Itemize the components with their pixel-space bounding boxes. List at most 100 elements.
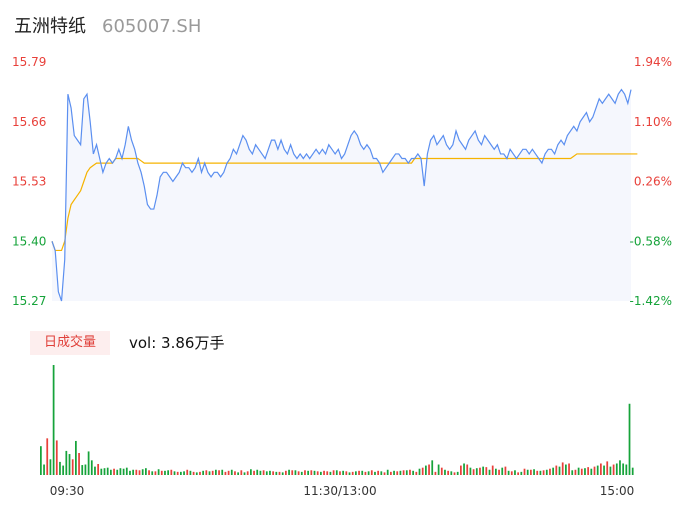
volume-bar: [246, 471, 249, 475]
volume-bar: [412, 470, 415, 475]
volume-bar: [167, 470, 170, 475]
volume-bar: [151, 471, 154, 475]
volume-bar: [52, 365, 55, 475]
volume-bar: [329, 471, 332, 475]
volume-bar: [530, 469, 532, 475]
volume-bar: [275, 471, 278, 475]
y-tick-label-right: -0.58%: [630, 234, 672, 248]
volume-bar: [428, 464, 430, 475]
volume-bar: [628, 403, 631, 475]
volume-bar: [510, 471, 513, 475]
volume-bar: [180, 471, 182, 475]
volume-bar: [100, 468, 103, 475]
volume-bar: [625, 464, 628, 475]
volume-bar: [313, 470, 316, 475]
volume-bar: [523, 468, 526, 475]
volume-bar: [351, 471, 354, 475]
volume-bar: [300, 471, 303, 475]
stock-header: 五洲特纸 605007.SH: [14, 12, 201, 40]
volume-bar: [555, 465, 558, 475]
volume-bar: [106, 467, 109, 475]
volume-bar: [393, 470, 395, 475]
volume-bar: [514, 470, 516, 475]
volume-bar: [243, 472, 246, 475]
volume-bar: [571, 470, 574, 475]
volume-bar: [224, 471, 227, 475]
volume-bar: [43, 464, 45, 475]
volume-bar: [218, 470, 220, 475]
volume-bar: [552, 467, 555, 475]
y-tick-label-left: 15.40: [12, 234, 46, 248]
volume-bar: [339, 471, 341, 475]
volume-bar: [565, 464, 567, 475]
volume-bar: [472, 469, 475, 475]
average-price-line: [51, 153, 638, 252]
volume-bar: [437, 464, 440, 475]
volume-bar: [434, 471, 437, 475]
volume-bar: [90, 460, 93, 475]
volume-bar: [195, 472, 198, 475]
y-tick-label-right: -1.42%: [630, 294, 672, 308]
y-tick-label-right: 0.26%: [634, 175, 672, 189]
volume-bar: [259, 470, 262, 475]
volume-bar: [377, 470, 380, 475]
volume-bar: [405, 470, 408, 475]
volume-bar: [460, 465, 462, 475]
volume-bar: [539, 470, 542, 475]
volume-bar: [307, 470, 310, 475]
volume-bar: [186, 469, 189, 475]
volume-bar: [577, 467, 580, 475]
volume-bar: [97, 464, 100, 475]
volume-bar: [71, 459, 74, 475]
volume-bar: [606, 461, 609, 475]
volume-bar: [418, 468, 421, 475]
volume-bar: [507, 470, 510, 475]
volume-bar: [482, 466, 485, 475]
x-tick-label: 09:30: [50, 484, 85, 498]
volume-bar: [619, 460, 621, 475]
volume-bar: [208, 471, 211, 475]
volume-bar: [262, 470, 265, 475]
volume-bar: [211, 470, 214, 475]
volume-bar: [590, 468, 593, 475]
volume-bar: [603, 465, 605, 475]
volume-bar: [253, 470, 255, 475]
volume-bar: [574, 469, 577, 475]
volume-bar: [160, 470, 163, 475]
volume-bar: [164, 470, 166, 475]
volume-bar: [425, 465, 427, 475]
volume-bar: [297, 471, 300, 475]
volume-bar: [145, 468, 147, 475]
volume-bar: [202, 470, 205, 475]
volume-bar: [520, 471, 523, 475]
volume-bar: [456, 471, 459, 475]
volume-bar: [40, 446, 42, 475]
volume-bar: [561, 462, 564, 475]
volume-bar: [469, 467, 472, 475]
volume-bar: [390, 471, 392, 475]
volume-bar: [215, 469, 217, 475]
volume-bar: [364, 471, 367, 475]
daily-volume-tab[interactable]: 日成交量: [30, 331, 110, 355]
volume-bar: [87, 451, 90, 475]
volume-bar: [138, 470, 141, 475]
volume-bar: [125, 467, 128, 475]
volume-bar: [320, 471, 322, 475]
volume-bar: [584, 468, 586, 475]
volume-bar: [504, 466, 507, 475]
volume-bar: [431, 460, 434, 475]
volume-bar: [361, 470, 364, 475]
volume-summary: vol: 3.86万手: [129, 334, 225, 352]
volume-bar: [256, 469, 259, 475]
volume-bar: [192, 471, 195, 475]
volume-bar: [310, 470, 313, 475]
volume-bar: [415, 471, 418, 475]
volume-bar: [62, 465, 65, 475]
volume-bar: [622, 463, 625, 475]
volume-bar: [345, 471, 348, 475]
y-tick-label-right: 1.10%: [634, 115, 672, 129]
volume-bar: [600, 463, 602, 475]
volume-bar: [250, 469, 252, 475]
volume-bar: [103, 468, 106, 475]
volume-bar: [383, 472, 386, 475]
